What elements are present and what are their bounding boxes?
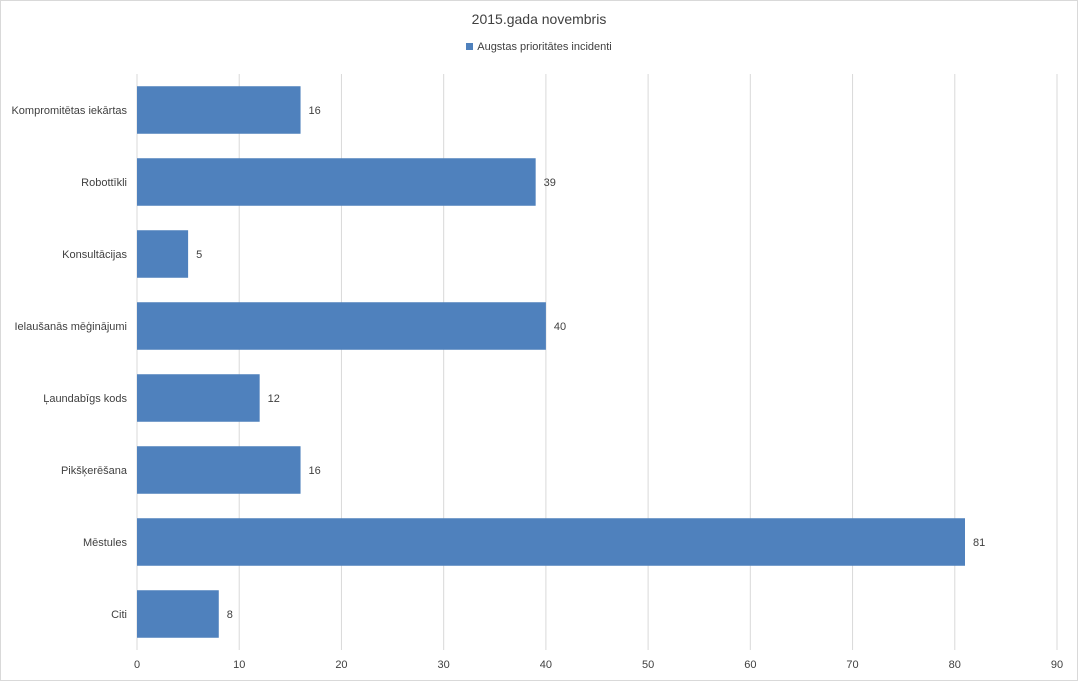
data-label: 39 [544, 177, 556, 189]
bar [137, 590, 219, 638]
data-label: 8 [227, 609, 233, 621]
category-label: Robottīkli [81, 177, 127, 189]
category-label: Mēstules [83, 537, 128, 549]
data-label: 5 [196, 249, 202, 261]
category-label: Pikšķerēšana [61, 465, 128, 477]
data-label: 12 [268, 393, 280, 405]
category-label: Kompromitētas iekārtas [11, 105, 127, 117]
legend: Augstas prioritātes incidenti [0, 41, 1078, 53]
chart-title: 2015.gada novembris [471, 11, 607, 27]
bar [137, 158, 536, 206]
x-tick-label: 40 [540, 659, 552, 671]
bar [137, 86, 301, 134]
x-tick-label: 50 [642, 659, 654, 671]
data-label: 16 [309, 105, 321, 117]
x-tick-label: 30 [438, 659, 450, 671]
category-label: Ļaundabīgs kods [43, 393, 127, 405]
x-tick-label: 10 [233, 659, 245, 671]
bar [137, 518, 965, 566]
legend-swatch [466, 43, 474, 50]
x-tick-label: 80 [949, 659, 961, 671]
x-tick-label: 20 [335, 659, 347, 671]
category-label: Ielaušanās mēģinājumi [14, 320, 127, 333]
bar [137, 374, 260, 422]
bar [137, 446, 301, 494]
data-label: 81 [973, 537, 985, 549]
x-tick-label: 60 [744, 659, 756, 671]
x-tick-label: 90 [1051, 659, 1063, 671]
data-label: 16 [309, 465, 321, 477]
category-label: Citi [111, 609, 127, 621]
data-label: 40 [554, 321, 566, 333]
x-tick-label: 70 [846, 659, 858, 671]
legend-label: Augstas prioritātes incidenti [477, 41, 612, 53]
bar [137, 302, 546, 350]
x-tick-label: 0 [134, 659, 140, 671]
category-label: Konsultācijas [62, 249, 127, 261]
bar [137, 230, 189, 278]
